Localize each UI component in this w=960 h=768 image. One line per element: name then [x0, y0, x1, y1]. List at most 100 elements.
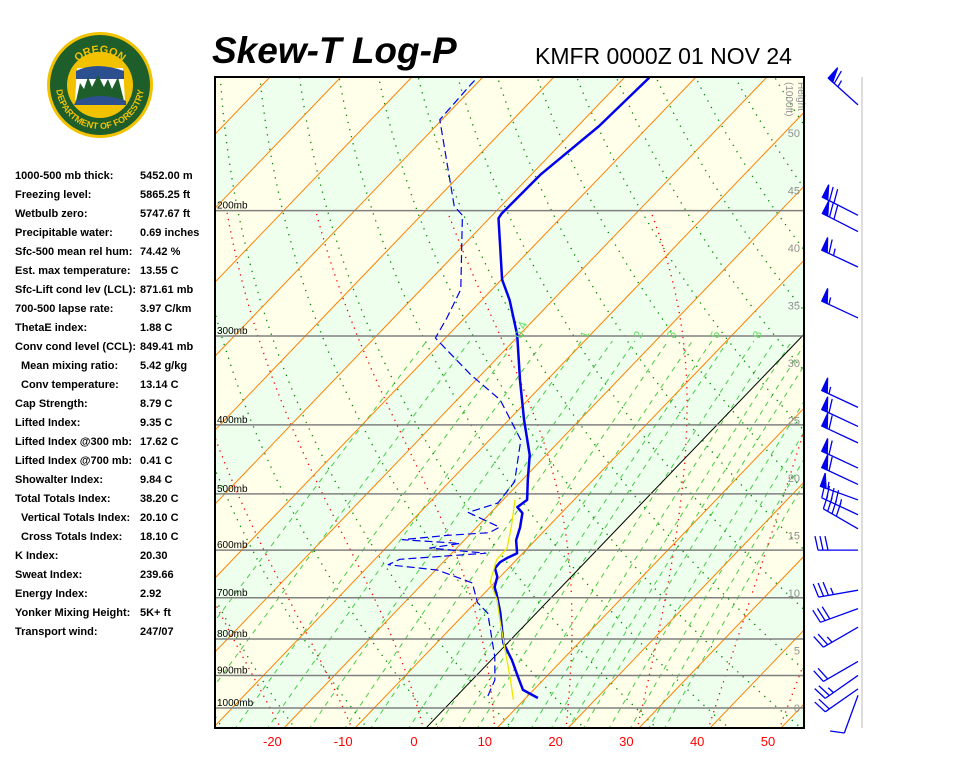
wind-barb-shaft: [823, 660, 859, 682]
moist-adiabat: [636, 210, 688, 728]
height-label: 50: [788, 128, 800, 140]
wind-pennant: [820, 377, 829, 395]
temperature-tick-label: 40: [690, 734, 704, 749]
height-label: 25: [788, 416, 800, 428]
isotherm: [215, 77, 697, 579]
stat-value: 20.30: [140, 550, 168, 562]
stat-label: Sfc-500 mean rel hum:: [15, 246, 133, 258]
dry-adiabat: [215, 715, 224, 728]
wind-full-barb: [833, 205, 839, 220]
stat-label: 700-500 lapse rate:: [15, 303, 114, 315]
stat-value: 38.20 C: [140, 493, 179, 505]
temperature-tick-label: 10: [478, 734, 492, 749]
wind-pennant: [820, 288, 829, 305]
wetbulb-line: [489, 499, 516, 700]
stat-label: Energy Index:: [15, 588, 88, 600]
wind-barb-shaft: [820, 608, 859, 623]
wind-pennant: [820, 454, 829, 472]
height-label: 40: [788, 243, 800, 255]
isotherm: [0, 65, 68, 730]
wind-full-barb: [814, 536, 819, 551]
mixing-ratio-line: [664, 482, 804, 728]
oregon-department-of-forestry-logo: OREGON DEPARTMENT OF FORESTRY: [47, 32, 153, 138]
mixing-ratio-line: [344, 340, 613, 728]
temperature-band: [0, 66, 139, 731]
zero-isotherm: [425, 333, 804, 728]
stat-row: 1000-500 mb thick: 5452.00 m: [15, 169, 215, 188]
stat-label: ThetaE index:: [15, 322, 88, 334]
mixing-ratio-label: 8: [750, 329, 766, 340]
dry-adiabat: [925, 66, 960, 731]
wind-half-barb: [828, 386, 832, 395]
wind-barb: [820, 396, 859, 427]
wind-barb: [821, 200, 859, 233]
mixing-ratio-line: [436, 340, 693, 728]
stat-row: Conv cond level (CCL): 849.41 mb: [15, 340, 215, 359]
pressure-label: 900mb: [217, 665, 248, 676]
stat-row: Sweat Index: 239.66: [15, 568, 215, 587]
stat-row: Total Totals Index: 38.20 C: [15, 492, 215, 511]
height-axis-title: (1000ft): [783, 82, 794, 116]
temperature-tick-label: -30: [192, 734, 211, 749]
stat-row: Precipitable water: 0.69 inches: [15, 226, 215, 245]
stat-label: 1000-500 mb thick:: [15, 170, 114, 182]
stat-row: Lifted Index @300 mb: 17.62 C: [15, 435, 215, 454]
wind-full-barb: [821, 606, 831, 620]
wind-full-barb: [819, 536, 824, 551]
dry-adiabat: [846, 66, 960, 731]
wind-barb-shaft: [818, 589, 859, 598]
wind-barb: [813, 626, 859, 648]
stat-row: Mean mixing ratio: 5.42 g/kg: [15, 359, 215, 378]
temperature-band: [780, 703, 804, 728]
height-label: 15: [788, 531, 800, 543]
isotherm: [780, 703, 804, 728]
temperature-tick-label: 30: [619, 734, 633, 749]
stat-label: Cross Totals Index:: [21, 531, 123, 543]
plot-frame: [214, 76, 805, 729]
wind-full-barb: [828, 398, 833, 414]
moist-adiabat: [215, 601, 282, 728]
stat-label: Precipitable water:: [15, 227, 113, 239]
background-lines: [0, 65, 960, 731]
stat-value: 849.41 mb: [140, 341, 194, 353]
mixing-ratio-line: [476, 340, 729, 728]
temperature-band: [215, 77, 804, 726]
wind-full-barb: [831, 500, 838, 515]
mixing-ratio-line: [215, 340, 427, 622]
stat-label: Mean mixing ratio:: [21, 360, 119, 372]
mixing-ratio-line: [506, 340, 755, 728]
stat-value: 9.35 C: [140, 417, 173, 429]
chart-title: Skew-T Log-P: [212, 30, 457, 71]
stability-indices-panel: 1000-500 mb thick: 5452.00 m Freezing leve…: [15, 169, 215, 644]
wind-full-barb: [828, 186, 834, 201]
wind-full-barb: [812, 609, 821, 623]
dry-adiabat: [215, 597, 296, 728]
stat-label: Wetbulb zero:: [15, 208, 88, 220]
isotherm: [354, 259, 804, 728]
wind-barb-shaft: [824, 674, 859, 699]
stat-value: 18.10 C: [140, 531, 179, 543]
mixing-ratio-label: 5: [707, 329, 723, 340]
mixing-ratio-line: [648, 458, 804, 728]
stat-row: K Index: 20.30: [15, 549, 215, 568]
wind-barb: [814, 688, 859, 713]
wind-pennant: [821, 184, 830, 201]
wind-full-barb: [828, 239, 833, 254]
wind-barb: [812, 606, 859, 623]
wind-barb-shaft: [843, 695, 859, 734]
height-label: 10: [788, 588, 800, 600]
wind-full-barb: [833, 189, 839, 204]
wind-full-barb: [828, 456, 833, 472]
temperature-band: [215, 77, 341, 209]
pressure-label: 700mb: [217, 588, 248, 599]
temperature-band: [0, 66, 210, 731]
isotherm: [215, 77, 768, 653]
wind-barb-shaft: [823, 626, 859, 648]
temperature-line: [493, 77, 651, 700]
wind-barb: [814, 536, 858, 551]
wind-full-barb: [812, 583, 820, 598]
isotherm: [215, 77, 555, 431]
svg-text:OREGON: OREGON: [72, 44, 127, 64]
stat-label: Freezing level:: [15, 189, 92, 201]
stat-value: 9.84 C: [140, 474, 173, 486]
